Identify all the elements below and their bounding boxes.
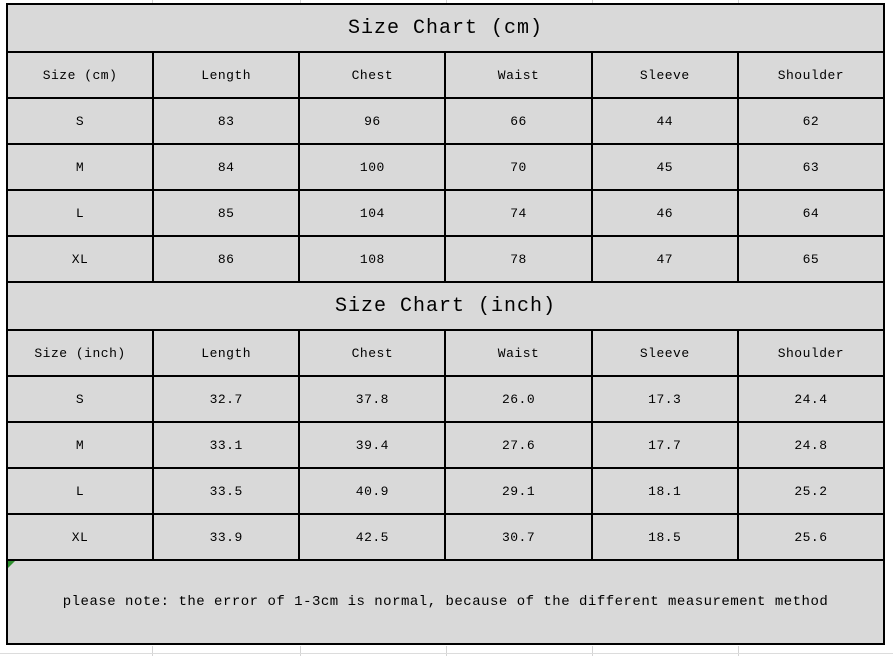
cm-title-row: Size Chart (cm) <box>6 3 885 53</box>
value-cell: 100 <box>298 143 447 191</box>
cm-header-waist: Waist <box>444 51 593 99</box>
value-cell: 33.1 <box>152 421 301 469</box>
error-indicator-triangle-icon <box>9 562 15 568</box>
size-label-cell: S <box>5 375 155 423</box>
inch-header-shoulder: Shoulder <box>736 329 886 377</box>
column-gridline <box>446 0 447 3</box>
value-cell: 44 <box>590 97 739 145</box>
top-gridline-strip <box>0 0 893 3</box>
value-cell: 63 <box>736 143 886 191</box>
cm-header-sleeve: Sleeve <box>590 51 739 99</box>
size-label-cell: L <box>5 189 155 237</box>
value-cell: 46 <box>590 189 739 237</box>
size-label-cell: M <box>5 143 155 191</box>
cm-row-s: S 83 96 66 44 62 <box>5 97 886 145</box>
value-cell: 29.1 <box>444 467 593 515</box>
column-gridline <box>300 0 301 3</box>
value-cell: 86 <box>152 235 301 283</box>
cm-header-length: Length <box>152 51 301 99</box>
value-cell: 47 <box>590 235 739 283</box>
inch-row-xl: XL 33.9 42.5 30.7 18.5 25.6 <box>5 513 886 561</box>
value-cell: 33.5 <box>152 467 301 515</box>
value-cell: 30.7 <box>444 513 593 561</box>
cm-table-title: Size Chart (cm) <box>6 3 885 53</box>
size-label-cell: S <box>5 97 155 145</box>
column-gridline <box>152 0 153 3</box>
cm-header-row: Size (cm) Length Chest Waist Sleeve Shou… <box>5 51 886 99</box>
value-cell: 96 <box>298 97 447 145</box>
value-cell: 33.9 <box>152 513 301 561</box>
value-cell: 26.0 <box>444 375 593 423</box>
value-cell: 74 <box>444 189 593 237</box>
value-cell: 65 <box>736 235 886 283</box>
inch-title-row: Size Chart (inch) <box>6 281 885 331</box>
value-cell: 45 <box>590 143 739 191</box>
column-gridline <box>592 0 593 3</box>
cm-header-shoulder: Shoulder <box>736 51 886 99</box>
value-cell: 84 <box>152 143 301 191</box>
note-text: please note: the error of 1-3cm is norma… <box>62 594 829 610</box>
value-cell: 62 <box>736 97 886 145</box>
inch-row-s: S 32.7 37.8 26.0 17.3 24.4 <box>5 375 886 423</box>
cm-row-m: M 84 100 70 45 63 <box>5 143 886 191</box>
value-cell: 66 <box>444 97 593 145</box>
value-cell: 18.1 <box>590 467 739 515</box>
column-gridline <box>300 646 301 656</box>
inch-header-size: Size (inch) <box>5 329 155 377</box>
value-cell: 85 <box>152 189 301 237</box>
value-cell: 108 <box>298 235 447 283</box>
value-cell: 17.3 <box>590 375 739 423</box>
value-cell: 37.8 <box>298 375 447 423</box>
column-gridline <box>446 646 447 656</box>
value-cell: 24.4 <box>736 375 886 423</box>
inch-header-waist: Waist <box>444 329 593 377</box>
value-cell: 39.4 <box>298 421 447 469</box>
column-gridline <box>152 646 153 656</box>
value-cell: 83 <box>152 97 301 145</box>
value-cell: 78 <box>444 235 593 283</box>
size-label-cell: M <box>5 421 155 469</box>
cm-header-size: Size (cm) <box>5 51 155 99</box>
value-cell: 70 <box>444 143 593 191</box>
value-cell: 27.6 <box>444 421 593 469</box>
bottom-gridline-strip <box>0 646 893 656</box>
value-cell: 25.2 <box>736 467 886 515</box>
inch-header-chest: Chest <box>298 329 447 377</box>
value-cell: 104 <box>298 189 447 237</box>
size-label-cell: L <box>5 467 155 515</box>
value-cell: 32.7 <box>152 375 301 423</box>
inch-header-sleeve: Sleeve <box>590 329 739 377</box>
value-cell: 25.6 <box>736 513 886 561</box>
value-cell: 24.8 <box>736 421 886 469</box>
inch-row-l: L 33.5 40.9 29.1 18.1 25.2 <box>5 467 886 515</box>
value-cell: 40.9 <box>298 467 447 515</box>
size-chart-table: Size Chart (cm) Size (cm) Length Chest W… <box>5 3 886 645</box>
cm-row-l: L 85 104 74 46 64 <box>5 189 886 237</box>
inch-header-row: Size (inch) Length Chest Waist Sleeve Sh… <box>5 329 886 377</box>
column-gridline <box>592 646 593 656</box>
inch-table-title: Size Chart (inch) <box>6 281 885 331</box>
note-cell: please note: the error of 1-3cm is norma… <box>6 559 885 645</box>
row-gridline <box>0 653 893 654</box>
value-cell: 17.7 <box>590 421 739 469</box>
value-cell: 64 <box>736 189 886 237</box>
size-label-cell: XL <box>5 235 155 283</box>
column-gridline <box>738 0 739 3</box>
inch-row-m: M 33.1 39.4 27.6 17.7 24.8 <box>5 421 886 469</box>
note-row: please note: the error of 1-3cm is norma… <box>6 559 885 645</box>
column-gridline <box>738 646 739 656</box>
value-cell: 42.5 <box>298 513 447 561</box>
cm-row-xl: XL 86 108 78 47 65 <box>5 235 886 283</box>
cm-header-chest: Chest <box>298 51 447 99</box>
inch-header-length: Length <box>152 329 301 377</box>
value-cell: 18.5 <box>590 513 739 561</box>
size-label-cell: XL <box>5 513 155 561</box>
